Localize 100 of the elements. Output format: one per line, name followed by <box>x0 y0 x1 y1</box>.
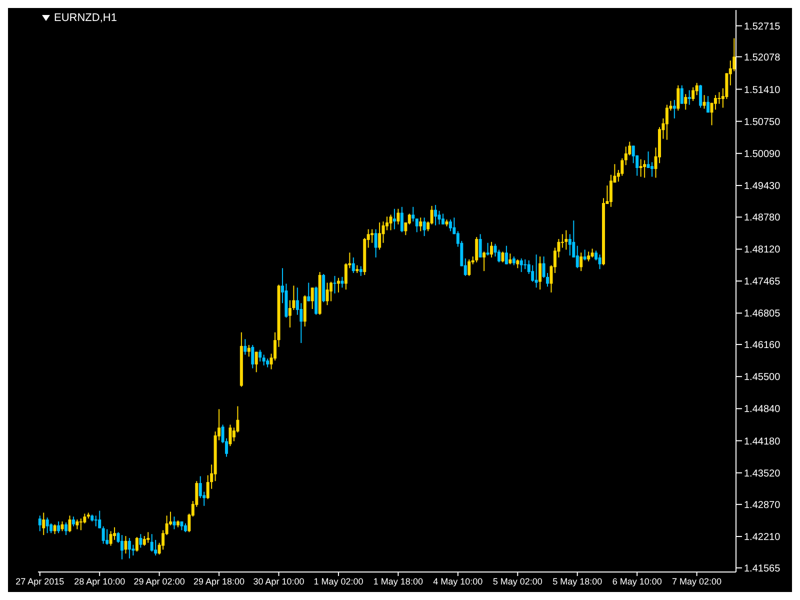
candlestick <box>254 351 258 373</box>
candlestick <box>501 251 504 263</box>
candlestick <box>475 236 478 263</box>
candlestick <box>714 94 717 110</box>
candlestick <box>520 258 523 273</box>
y-tick-label: 1.52715 <box>744 21 781 32</box>
candlestick <box>580 252 583 272</box>
candlestick <box>412 206 415 222</box>
y-tick-label: 1.46160 <box>744 340 781 352</box>
y-tick-label: 1.51410 <box>744 84 781 96</box>
candlestick <box>415 218 418 233</box>
candlestick <box>244 338 247 356</box>
candlestick <box>53 524 56 535</box>
candlestick <box>172 516 176 530</box>
candlestick <box>262 354 266 366</box>
candlestick <box>695 82 698 96</box>
candlestick <box>441 213 444 225</box>
candlestick <box>228 424 232 447</box>
x-tick-label: 1 May 18:00 <box>373 576 423 586</box>
candlestick <box>702 94 706 110</box>
candlestick <box>102 526 105 544</box>
candlestick <box>508 253 512 265</box>
candlestick <box>139 534 142 548</box>
candlestick <box>688 90 691 106</box>
candlestick <box>504 245 508 265</box>
candlestick <box>106 528 109 546</box>
candlestick <box>352 256 355 274</box>
candlestick <box>79 518 82 531</box>
candlestick <box>42 512 46 536</box>
y-tick-label: 1.43520 <box>744 468 781 480</box>
candlestick <box>490 241 494 258</box>
candlestick <box>438 210 441 225</box>
candlestick <box>419 217 422 232</box>
candlestick <box>468 258 471 276</box>
candlestick <box>109 530 112 546</box>
candlestick <box>706 96 710 114</box>
y-tick-label: 1.42870 <box>744 500 781 511</box>
x-tick-label: 28 Apr 10:00 <box>74 576 126 586</box>
x-tick-label: 7 May 02:00 <box>672 576 722 586</box>
y-tick-label: 1.45500 <box>744 372 781 384</box>
candlestick <box>583 249 586 261</box>
y-tick-label: 1.44180 <box>744 436 781 448</box>
candlestick <box>531 264 534 282</box>
candlestick <box>60 520 64 532</box>
candlestick <box>370 228 374 244</box>
candlestick <box>378 222 382 250</box>
candlestick <box>609 174 612 208</box>
candlestick <box>486 242 490 256</box>
candlestick <box>64 522 68 536</box>
candlestick <box>146 532 150 544</box>
candlestick <box>46 517 49 534</box>
candlestick <box>359 266 362 276</box>
x-tick-label: 30 Apr 10:00 <box>253 576 304 586</box>
candlestick <box>665 104 668 140</box>
candlestick <box>684 94 688 110</box>
candlestick <box>699 84 702 108</box>
candlestick <box>478 234 482 258</box>
candlestick <box>434 204 438 226</box>
candlestick <box>326 282 329 306</box>
candlestick <box>258 349 262 362</box>
candlestick <box>718 92 721 104</box>
candlestick <box>72 516 75 527</box>
x-tick-label: 29 Apr 18:00 <box>194 576 245 586</box>
candlestick <box>76 518 79 530</box>
y-tick-label: 1.48120 <box>744 244 781 256</box>
candlestick <box>392 208 396 230</box>
x-tick-label: 5 May 18:00 <box>552 576 602 586</box>
y-tick-label: 1.44840 <box>744 404 781 416</box>
candlestick <box>396 208 400 225</box>
x-tick-label: 4 May 10:00 <box>433 576 483 586</box>
y-tick-label: 1.41565 <box>744 563 781 574</box>
candlestick <box>587 251 590 262</box>
candlestick <box>68 515 72 533</box>
y-tick-label: 1.49430 <box>744 181 781 192</box>
candlestick <box>422 217 426 237</box>
candlestick <box>124 536 128 554</box>
candlestick <box>538 256 542 290</box>
candlestick <box>150 534 154 552</box>
chart-title: EURNZD,H1 <box>54 12 117 24</box>
candlestick <box>576 245 579 269</box>
x-tick-label: 6 May 10:00 <box>612 576 662 586</box>
candlestick <box>524 258 527 270</box>
y-tick-label: 1.50090 <box>744 148 781 160</box>
candlestick <box>598 254 602 270</box>
candlestick <box>710 102 714 126</box>
candlestick <box>594 250 598 261</box>
candlestick <box>382 220 385 244</box>
candlestick <box>330 281 333 302</box>
candlestick <box>650 162 654 178</box>
candlestick <box>135 536 138 552</box>
candlestick <box>560 234 564 248</box>
candlestick <box>98 510 102 529</box>
candlestick <box>692 86 695 102</box>
y-tick-label: 1.48780 <box>744 212 781 224</box>
candlestick <box>307 282 310 302</box>
candlestick <box>251 344 254 369</box>
candlestick <box>632 145 635 164</box>
candlestick <box>120 534 124 560</box>
candlestick <box>643 160 646 178</box>
x-tick-label: 27 Apr 2015 <box>16 576 64 586</box>
